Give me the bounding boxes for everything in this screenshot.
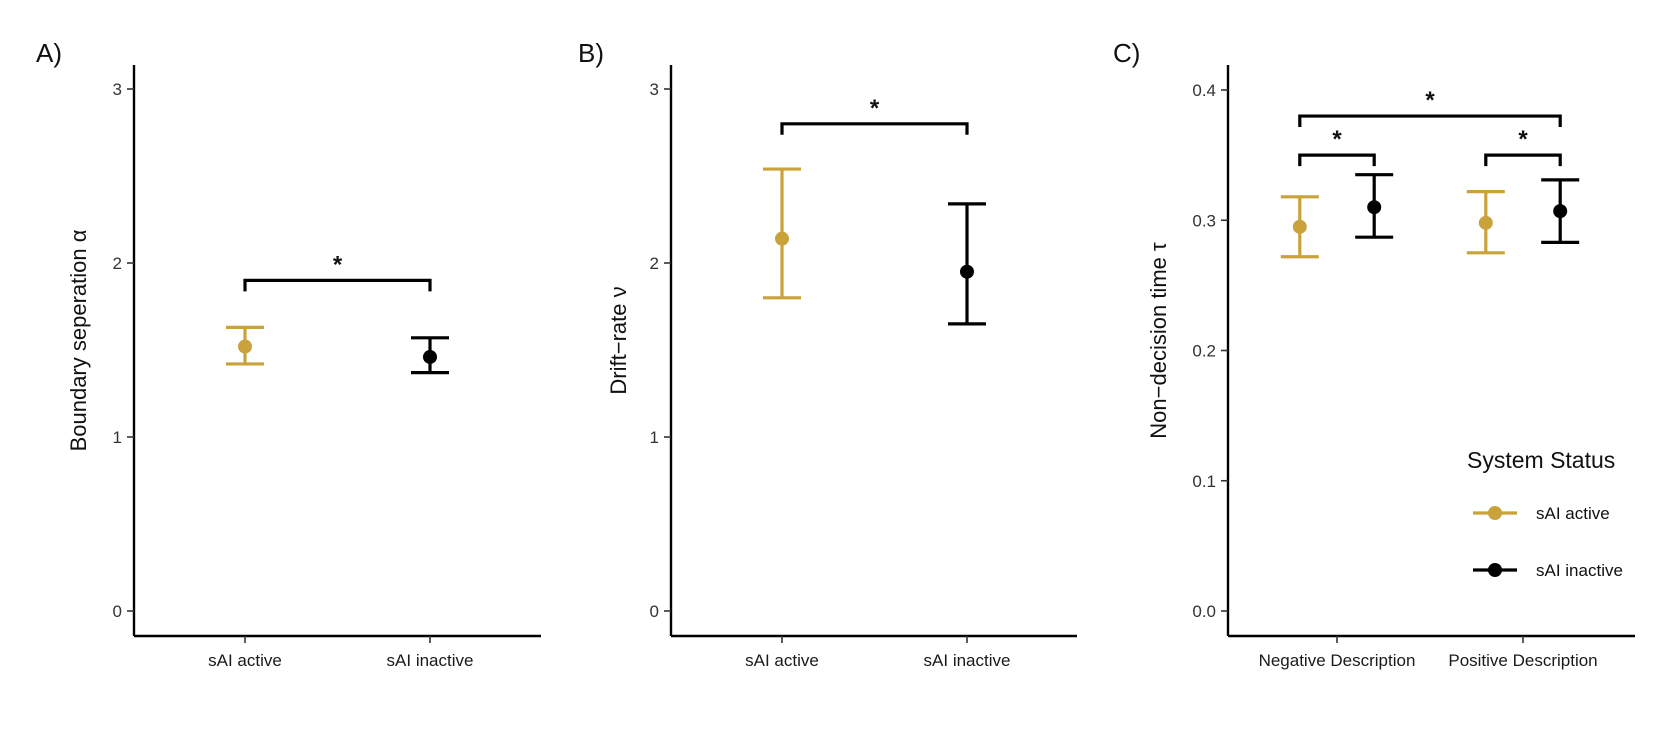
y-tick-label: 2 [113,254,122,273]
y-axis-title: Boundary seperation α [66,229,91,451]
y-tick-label: 1 [113,428,122,447]
x-tick-label: sAI active [745,651,819,670]
y-tick-label: 3 [113,80,122,99]
panel-tag: A) [36,38,62,68]
mean-point-inactive [1553,204,1568,219]
y-tick-label: 0 [650,602,659,621]
mean-point-inactive [960,264,974,279]
y-axis-title: Drift−rate ν [606,286,631,394]
significance-bracket [780,122,969,135]
significance-bracket [1298,114,1562,128]
x-tick-label: sAI inactive [387,651,474,670]
y-axis-title-text: Boundary seperation [66,242,91,451]
y-axis-title-symbol: ν [606,286,631,297]
y-axis-title: Non−decision time τ [1146,242,1171,439]
significance-star: * [1518,126,1528,153]
x-tick-label: sAI active [208,651,282,670]
legend-label: sAI inactive [1536,561,1623,580]
y-tick-label: 0.0 [1192,602,1216,621]
y-axis-title-symbol: τ [1146,242,1171,251]
x-tick-label: sAI inactive [924,651,1011,670]
significance-star: * [1332,126,1342,153]
y-axis-title-symbol: α [66,229,91,242]
y-axis-title-text: Drift−rate [606,297,631,394]
mean-point-active [238,339,252,354]
y-axis-title-text: Non−decision time [1146,251,1171,439]
panel-tag: B) [578,38,604,68]
x-tick-label: Negative Description [1259,651,1416,670]
panel-1: A) 0 1 2 3 sAI active sAI inactive Boundary sep… [36,38,541,670]
y-tick-label: 0.4 [1192,81,1216,100]
panel-tag: C) [1113,38,1140,68]
x-tick-label: Positive Description [1448,651,1597,670]
significance-star: * [870,95,880,122]
y-tick-label: 0.3 [1192,211,1216,230]
panel-2: B) 0 1 2 3 sAI active sAI inactive Drift−rate ν… [578,38,1077,670]
legend-key-point [1488,506,1502,520]
significance-bracket [1484,153,1562,167]
y-tick-label: 1 [650,428,659,447]
legend-key-point [1488,563,1502,577]
y-tick-label: 2 [650,254,659,273]
mean-point-inactive [1367,200,1382,215]
y-tick-label: 0 [113,602,122,621]
mean-point-active [1478,215,1493,230]
panel-3: C) 0.0 0.1 0.2 0.3 0.4 Negative Description Pos… [1113,38,1635,670]
legend-title: System Status [1467,447,1615,473]
legend: System Status sAI active sAI inactive [1467,447,1623,580]
y-tick-label: 0.1 [1192,472,1216,491]
significance-bracket [243,278,432,292]
legend-label: sAI active [1536,504,1610,523]
mean-point-inactive [423,349,437,364]
mean-point-active [1292,219,1307,234]
y-tick-label: 3 [650,80,659,99]
significance-bracket [1298,153,1376,167]
y-tick-label: 0.2 [1192,342,1216,361]
significance-star: * [1425,87,1435,114]
significance-star: * [333,251,343,278]
mean-point-active [775,231,789,246]
